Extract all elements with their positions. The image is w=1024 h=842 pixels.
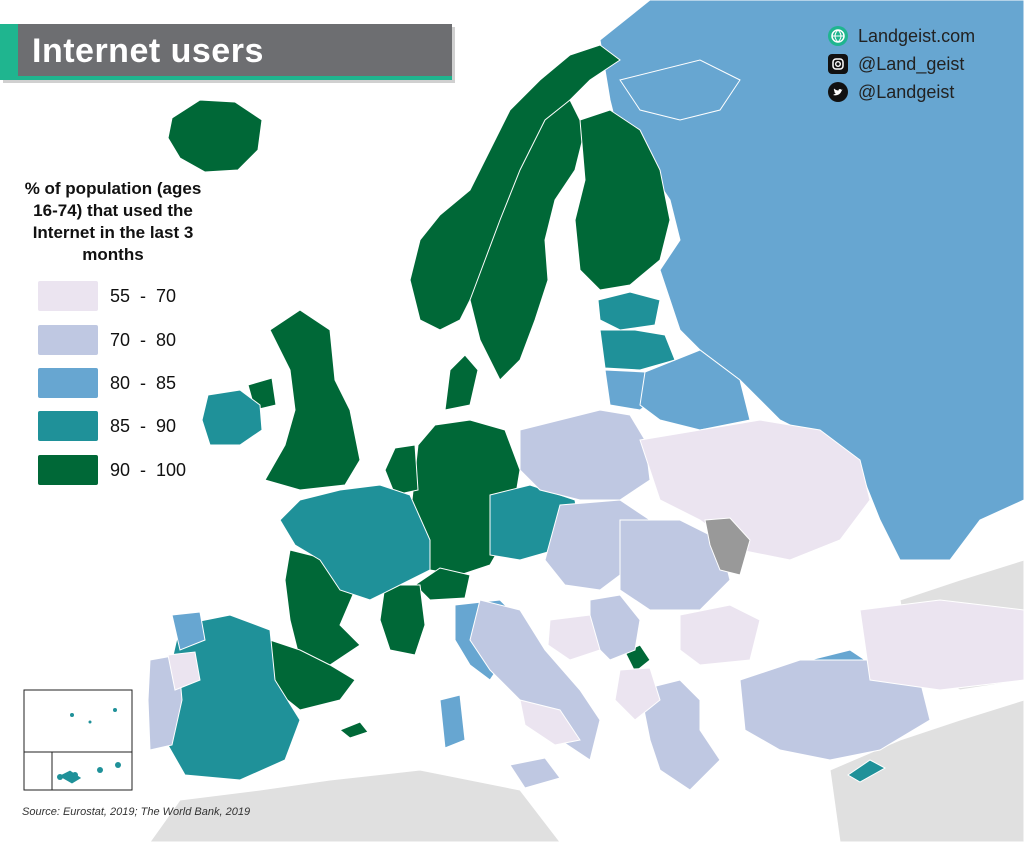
legend-label: 70 - 80 bbox=[110, 329, 177, 350]
canary-islands bbox=[56, 769, 83, 785]
france bbox=[279, 484, 431, 601]
west-spain-region bbox=[167, 651, 201, 691]
legend-label: 85 - 90 bbox=[110, 415, 177, 436]
instagram-icon bbox=[828, 54, 848, 74]
finland bbox=[574, 109, 671, 291]
switzerland bbox=[414, 567, 471, 601]
moldova bbox=[704, 517, 751, 576]
north-africa-region bbox=[149, 769, 561, 842]
bosnia bbox=[547, 614, 601, 661]
denmark bbox=[444, 354, 479, 411]
title-accent-bar bbox=[0, 24, 18, 80]
portugal-north bbox=[171, 611, 206, 651]
ukraine bbox=[639, 419, 871, 561]
sweden bbox=[469, 99, 586, 381]
legend-item: 85 - 90 bbox=[38, 411, 198, 441]
source-note: Source: Eurostat, 2019; The World Bank, … bbox=[22, 806, 251, 818]
romania bbox=[619, 519, 731, 611]
legend-label: 55 - 70 bbox=[110, 285, 177, 306]
iceland bbox=[167, 99, 263, 173]
social-website[interactable]: Landgeist.com bbox=[828, 22, 975, 50]
italy bbox=[469, 599, 601, 761]
inset-map bbox=[23, 689, 133, 791]
great-britain bbox=[264, 309, 361, 491]
legend-item: 55 - 70 bbox=[38, 281, 198, 311]
title-banner: Internet users bbox=[0, 24, 452, 80]
legend-label: 90 - 100 bbox=[110, 459, 187, 480]
kola-region bbox=[619, 59, 741, 121]
turkey-east bbox=[859, 599, 1024, 691]
legend-swatch bbox=[38, 368, 98, 398]
title-underline bbox=[18, 76, 452, 80]
balearics bbox=[339, 721, 369, 739]
turkey bbox=[739, 659, 931, 761]
poland bbox=[519, 409, 651, 501]
sardinia bbox=[439, 694, 466, 749]
social-twitter[interactable]: @Landgeist bbox=[828, 78, 975, 106]
social-links: Landgeist.com @Land_geist @Landgeist bbox=[828, 22, 975, 106]
legend-item: 90 - 100 bbox=[38, 455, 198, 485]
website-label[interactable]: Landgeist.com bbox=[858, 25, 976, 46]
twitter-label[interactable]: @Landgeist bbox=[858, 81, 955, 102]
globe-icon bbox=[828, 26, 848, 46]
bulgaria bbox=[679, 604, 761, 666]
legend-item: 70 - 80 bbox=[38, 325, 198, 355]
map-title: Internet users bbox=[32, 32, 264, 70]
ireland bbox=[201, 389, 263, 446]
cyprus bbox=[847, 759, 887, 783]
estonia bbox=[597, 291, 661, 331]
legend-swatch bbox=[38, 281, 98, 311]
twitter-icon bbox=[828, 82, 848, 102]
legend-item: 80 - 85 bbox=[38, 368, 198, 398]
greece bbox=[639, 679, 721, 791]
legend-swatch bbox=[38, 455, 98, 485]
middle-east-region bbox=[829, 699, 1024, 842]
netherlands bbox=[384, 444, 419, 496]
legend-swatch bbox=[38, 325, 98, 355]
social-instagram[interactable]: @Land_geist bbox=[828, 50, 975, 78]
belarus bbox=[639, 349, 751, 431]
legend-label: 80 - 85 bbox=[110, 372, 177, 393]
sicily bbox=[509, 757, 561, 789]
north-macedonia-albania bbox=[614, 667, 661, 721]
southern-italy bbox=[519, 699, 581, 746]
legend-swatch bbox=[38, 411, 98, 441]
legend-title: % of population (ages 16-74) that used t… bbox=[24, 179, 202, 264]
instagram-label[interactable]: @Land_geist bbox=[858, 53, 965, 74]
east-france bbox=[379, 584, 426, 656]
